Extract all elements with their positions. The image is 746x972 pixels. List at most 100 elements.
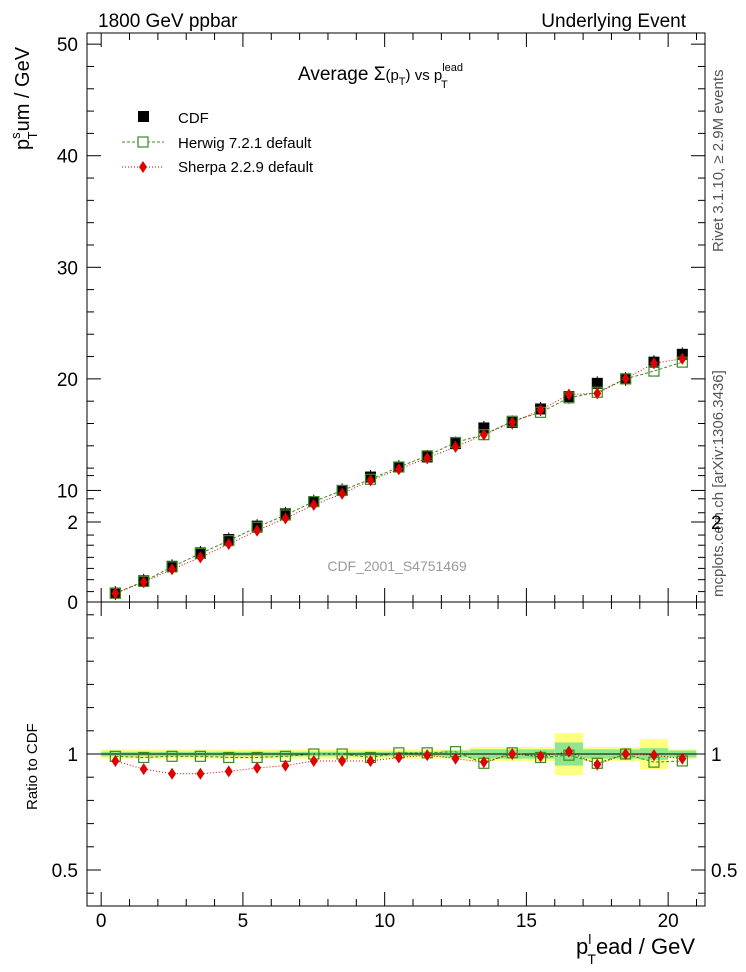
title-vs-sup: lead — [442, 62, 463, 74]
title-vs-sub: T — [441, 79, 448, 91]
title-paren-open: (p — [385, 67, 398, 84]
herwig-ratio-point — [194, 750, 206, 762]
ratio-x-tick-label: 15 — [516, 911, 537, 932]
sherpa-point — [451, 440, 460, 453]
ratio-y-tick-label-right: 1 — [711, 745, 722, 766]
sherpa-point — [338, 487, 347, 500]
main-ylabel: ps Tum / GeV — [8, 46, 40, 150]
rivet-label: Rivet 3.1.10, ≥ 2.9M events — [710, 70, 727, 253]
ylabel-base: p — [12, 139, 34, 150]
sherpa-ratio-point — [423, 749, 432, 762]
ratio-ticks — [87, 475, 705, 906]
ratio-tick-labels: 0 5 10 15 20 0.5 0.5 1 1 2 2 — [52, 513, 738, 932]
legend-sherpa-label: Sherpa 2.2.9 default — [178, 159, 314, 176]
sherpa-ratio-point — [309, 754, 318, 767]
ratio-y-tick-label-right: 2 — [711, 513, 722, 534]
sherpa-point — [253, 524, 262, 537]
legend-cdf-label: CDF — [178, 110, 209, 127]
sherpa-ratio-point — [593, 758, 602, 771]
ylabel-sub: T — [25, 131, 40, 139]
mcplots-label: mcplots.cern.ch [arXiv:1306.3436] — [710, 370, 727, 597]
title-paren-sub: T — [399, 76, 406, 88]
sherpa-point — [678, 352, 687, 365]
main-ticks — [87, 33, 705, 603]
sherpa-point — [366, 474, 375, 487]
sherpa-ratio-point — [649, 749, 658, 762]
sherpa-ratio-point — [564, 745, 573, 758]
ylabel-rest: um / GeV — [12, 46, 34, 131]
main-y-tick-label: 30 — [57, 258, 78, 279]
sherpa-ratio-point — [111, 754, 120, 767]
herwig-ratio-point — [166, 750, 178, 762]
sherpa-point — [394, 463, 403, 476]
sherpa-ratio-point — [678, 752, 687, 765]
sherpa-ratio-point — [196, 767, 205, 780]
ratio-x-tick-label: 5 — [238, 911, 249, 932]
main-tick-labels: 0 10 20 30 40 50 — [57, 35, 78, 614]
legend: CDF Herwig 7.2.1 default Sherpa 2.2.9 de… — [122, 110, 314, 176]
title-sigma: Σ — [374, 64, 386, 85]
sherpa-point — [621, 372, 630, 385]
legend-sherpa-marker — [139, 161, 147, 173]
sherpa-point — [111, 587, 120, 600]
main-y-tick-label: 20 — [57, 370, 78, 391]
sherpa-ratio-point — [253, 761, 262, 774]
xlabel-base: p — [576, 934, 588, 959]
xlabel-sub: T — [587, 951, 596, 967]
sherpa-point — [423, 452, 432, 465]
xlabel: pl Tead / GeV — [576, 931, 695, 967]
ratio-y-tick-label-right: 0.5 — [711, 861, 737, 882]
sherpa-ratio-point — [168, 767, 177, 780]
main-y-tick-label: 10 — [57, 481, 78, 502]
legend-herwig-marker — [137, 136, 149, 148]
ratio-series — [109, 745, 688, 780]
ratio-y-tick-label: 1 — [67, 745, 78, 766]
title-paren-close: ) — [406, 67, 411, 84]
herwig-ratio-point — [223, 751, 235, 764]
sherpa-point — [479, 428, 488, 441]
herwig-ratio-point — [138, 751, 150, 764]
main-series — [109, 347, 688, 601]
sherpa-point — [224, 537, 233, 550]
header-right: Underlying Event — [541, 11, 686, 32]
main-y-tick-label: 0 — [67, 593, 78, 614]
ratio-y-tick-label: 2 — [67, 513, 78, 534]
sherpa-point — [536, 404, 545, 417]
sherpa-ratio-point — [224, 765, 233, 778]
header-left: 1800 GeV ppbar — [98, 11, 238, 32]
main-y-tick-label: 40 — [57, 147, 78, 168]
xlabel-rest: ead / GeV — [596, 934, 695, 959]
xlabel-sup: l — [588, 931, 591, 947]
ratio-x-tick-label: 0 — [96, 911, 107, 932]
legend-cdf-marker — [138, 111, 149, 122]
sherpa-ratio-point — [366, 754, 375, 767]
ylabel-sup: s — [8, 132, 23, 139]
sherpa-ratio-point — [281, 759, 290, 772]
sherpa-point — [309, 498, 318, 511]
sherpa-point — [508, 416, 517, 429]
sherpa-ratio-point — [508, 748, 517, 760]
ratio-x-tick-label: 10 — [374, 911, 395, 932]
main-y-tick-label: 50 — [57, 35, 78, 56]
main-title: Average Σ(pT) vs plead T — [298, 62, 463, 91]
sherpa-point — [139, 576, 148, 589]
title-prefix: Average — [298, 64, 374, 85]
title-vs: vs p — [411, 67, 443, 84]
ratio-y-tick-label: 0.5 — [52, 861, 78, 882]
sherpa-ratio-point — [536, 750, 545, 763]
legend-herwig-label: Herwig 7.2.1 default — [178, 135, 312, 152]
ratio-ylabel: Ratio to CDF — [24, 723, 41, 810]
ratio-x-tick-label: 20 — [658, 911, 679, 932]
sherpa-ratio-point — [621, 748, 630, 760]
sherpa-point — [196, 551, 205, 564]
sherpa-point — [593, 387, 602, 400]
sherpa-point — [168, 563, 177, 576]
sherpa-ratio-point — [338, 754, 347, 767]
sherpa-ratio-point — [451, 752, 460, 765]
sherpa-point — [281, 512, 290, 525]
ratio-panel: 0 5 10 15 20 0.5 0.5 1 1 2 2 Ratio to CDF pl Tead /… — [24, 475, 738, 967]
sherpa-ratio-point — [394, 751, 403, 764]
watermark: CDF_2001_S4751469 — [327, 558, 467, 574]
